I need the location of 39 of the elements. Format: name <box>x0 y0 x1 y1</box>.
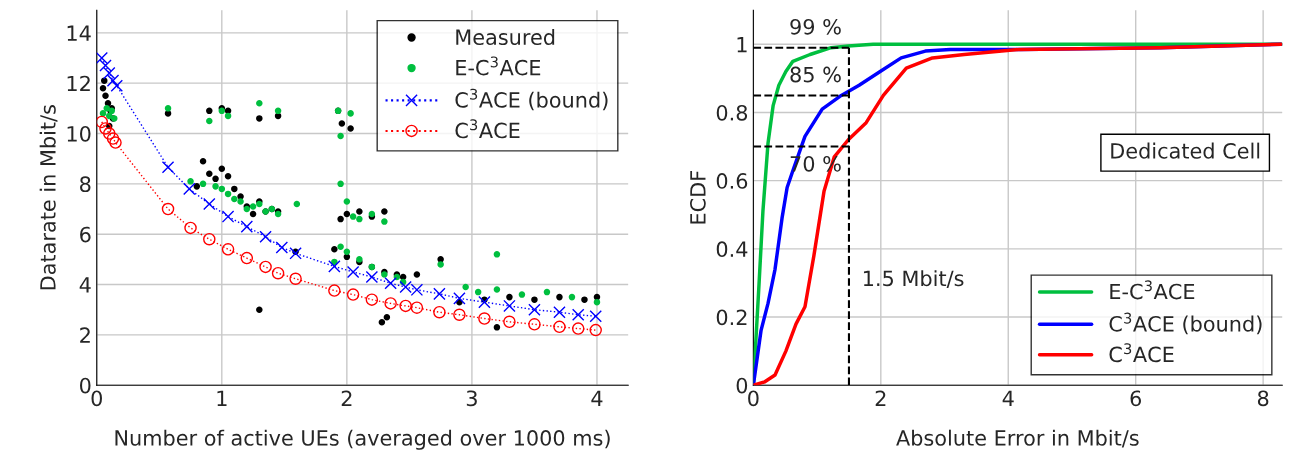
y-axis-title: ECDF <box>690 171 706 224</box>
ref-line-label: 1.5 Mbit/s <box>863 270 964 288</box>
x-tick-label: 0 <box>748 390 759 407</box>
legend-label: E-C$^{3}$ACE <box>1110 280 1195 300</box>
y-tick-label: 8 <box>80 176 91 193</box>
y-tick-label: 6 <box>80 226 91 243</box>
x-tick-label: 3 <box>466 390 477 407</box>
legend-label: C$^{3}$ACE (bound) <box>1109 312 1262 335</box>
x-tick-label: 6 <box>1130 390 1142 407</box>
y-axis-title: Datarate in Mbit/s <box>39 105 58 290</box>
ref-line-label: 99 % <box>790 18 841 35</box>
ref-line-label: 85 % <box>790 66 841 83</box>
y-tick-label: 0 <box>736 377 748 394</box>
y-tick-label: 0.6 <box>716 173 748 189</box>
x-tick-label: 8 <box>1257 390 1269 407</box>
legend-label: E-C$^{3}$ACE <box>456 56 541 76</box>
x-tick-label: 2 <box>875 390 886 406</box>
x-tick-label: 2 <box>341 390 352 406</box>
x-axis-title: Absolute Error in Mbit/s <box>896 429 1139 448</box>
annotation: Dedicated Cell <box>1111 142 1260 159</box>
legend-label: C$^{3}$ACE <box>1109 343 1174 363</box>
y-tick-label: 0.4 <box>716 241 748 258</box>
y-tick-label: 0 <box>80 377 91 394</box>
x-axis-title: Number of active UEs (averaged over 1000 ms) <box>115 429 610 450</box>
legend-label: C$^{3}$ACE (bound) <box>455 88 608 111</box>
x-tick-label: 1 <box>217 390 227 406</box>
y-tick-label: 0.2 <box>716 309 747 326</box>
y-tick-label: 0.8 <box>716 104 748 121</box>
legend-label: C$^{3}$ACE <box>455 119 520 139</box>
legend-label: Measured <box>456 28 555 46</box>
x-tick-label: 4 <box>591 390 603 406</box>
y-tick-label: 10 <box>67 125 91 142</box>
y-tick-label: 14 <box>67 25 91 41</box>
y-tick-label: 4 <box>79 277 91 293</box>
y-tick-label: 1 <box>737 37 747 53</box>
x-tick-label: 4 <box>1002 390 1014 406</box>
x-tick-label: 0 <box>91 390 102 407</box>
y-tick-label: 2 <box>80 327 90 343</box>
y-tick-label: 12 <box>67 75 90 92</box>
